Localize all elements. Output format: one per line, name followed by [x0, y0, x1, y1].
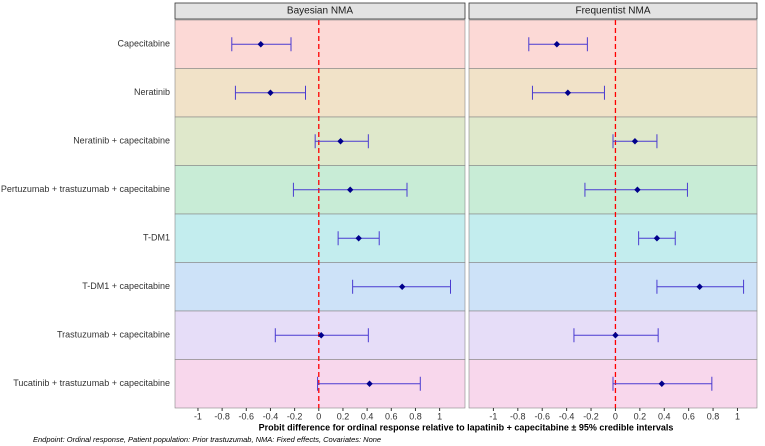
- strip: [468, 2, 758, 20]
- x-tick-label: -1: [489, 411, 497, 421]
- point: [257, 41, 264, 48]
- footnote: Endpoint: Ordinal response, Patient popu…: [33, 435, 381, 444]
- point: [634, 186, 641, 193]
- x-tick-label: -0.6: [534, 411, 550, 421]
- category-label: Tucatinib + trastuzumab + capecitabine: [13, 378, 170, 388]
- x-tick-label: 0.8: [409, 411, 422, 421]
- point: [631, 138, 639, 145]
- point: [398, 283, 406, 290]
- x-tick-label: 0.4: [658, 411, 671, 421]
- point: [355, 235, 362, 242]
- x-tick-label: 0.4: [361, 411, 374, 421]
- point: [553, 41, 561, 48]
- point: [696, 283, 703, 290]
- x-tick-label: 0.2: [337, 411, 350, 421]
- x-tick-label: -0.6: [239, 411, 255, 421]
- category-label: Trastuzumab + capecitabine: [57, 330, 170, 340]
- category-label: Neratinib + capecitabine: [73, 136, 170, 146]
- point: [347, 186, 354, 193]
- x-tick-label: 0.6: [682, 411, 695, 421]
- row-band: [468, 19, 758, 69]
- point: [564, 89, 572, 96]
- x-tick-label: -0.4: [559, 411, 575, 421]
- x-tick-label: 1: [735, 411, 740, 421]
- strip: [174, 2, 466, 20]
- category-label: Neratinib: [134, 87, 170, 97]
- x-tick-label: -0.8: [214, 411, 230, 421]
- x-tick-label: 0: [613, 411, 618, 421]
- x-tick-label: 1: [437, 411, 442, 421]
- panel-title: Frequentist NMA: [575, 6, 650, 17]
- point: [366, 380, 373, 387]
- x-tick-label: 0.6: [385, 411, 398, 421]
- point: [658, 380, 666, 387]
- point: [337, 138, 344, 145]
- category-label: T-DM1 + capecitabine: [82, 281, 170, 291]
- x-tick-label: 0.2: [634, 411, 647, 421]
- row-band: [468, 213, 758, 263]
- point: [318, 332, 325, 339]
- x-tick-label: -0.2: [583, 411, 599, 421]
- point: [267, 89, 274, 96]
- x-axis-label: Probit difference for ordinal response r…: [259, 422, 674, 432]
- row-band: [174, 19, 466, 69]
- x-tick-label: 0.8: [707, 411, 720, 421]
- x-tick-label: -0.8: [510, 411, 526, 421]
- x-tick-label: -0.4: [263, 411, 279, 421]
- point: [653, 235, 661, 242]
- row-band: [174, 68, 466, 118]
- x-tick-label: 0: [316, 411, 321, 421]
- x-tick-label: -0.2: [287, 411, 303, 421]
- category-label: T-DM1: [143, 233, 170, 243]
- x-tick-label: -1: [194, 411, 202, 421]
- panel-title: Bayesian NMA: [287, 6, 353, 17]
- row-band: [174, 213, 466, 263]
- row-band: [468, 68, 758, 118]
- category-label: Pertuzumab + trastuzumab + capecitabine: [1, 184, 170, 194]
- category-label: Capecitabine: [117, 39, 170, 49]
- point: [612, 332, 619, 339]
